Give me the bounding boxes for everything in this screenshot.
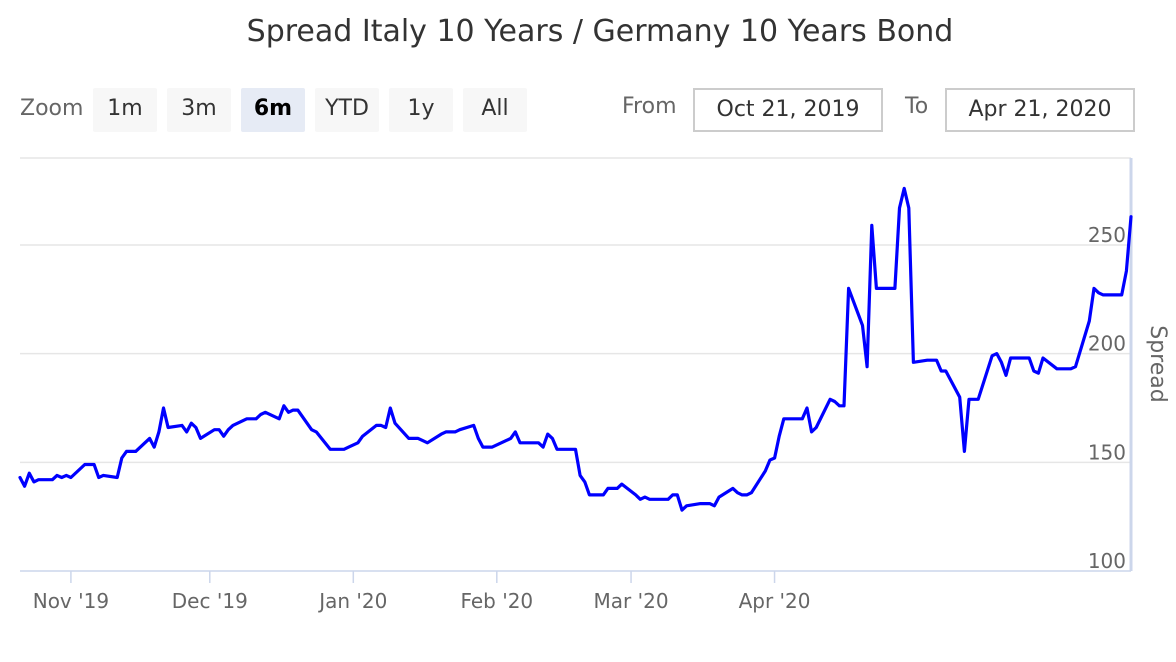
zoom-6m-button[interactable]: 6m: [241, 88, 305, 132]
to-label: To: [905, 94, 929, 119]
x-tick-label: Apr '20: [739, 589, 811, 613]
x-tick-label: Feb '20: [460, 589, 533, 613]
from-date-input[interactable]: Oct 21, 2019: [693, 88, 883, 132]
x-tick-label: Jan '20: [317, 589, 387, 613]
zoom-label: Zoom: [20, 96, 84, 121]
chart-title: Spread Italy 10 Years / Germany 10 Years…: [246, 14, 954, 49]
y-tick-label: 200: [1088, 332, 1126, 356]
y-axis-label: Spread: [1145, 325, 1170, 402]
y-tick-label: 150: [1088, 440, 1126, 464]
from-label: From: [622, 94, 677, 119]
x-tick-label: Mar '20: [594, 589, 669, 613]
zoom-all-button[interactable]: All: [463, 88, 527, 132]
spread-series-line: [18, 186, 1133, 512]
x-tick-label: Dec '19: [172, 589, 248, 613]
to-date-input[interactable]: Apr 21, 2020: [945, 88, 1135, 132]
zoom-3m-button[interactable]: 3m: [167, 88, 231, 132]
x-tick-label: Nov '19: [33, 589, 109, 613]
zoom-1m-button[interactable]: 1m: [93, 88, 157, 132]
y-tick-label: 250: [1088, 223, 1126, 247]
zoom-1y-button[interactable]: 1y: [389, 88, 453, 132]
zoom-ytd-button[interactable]: YTD: [315, 88, 379, 132]
y-tick-label: 100: [1088, 549, 1126, 573]
